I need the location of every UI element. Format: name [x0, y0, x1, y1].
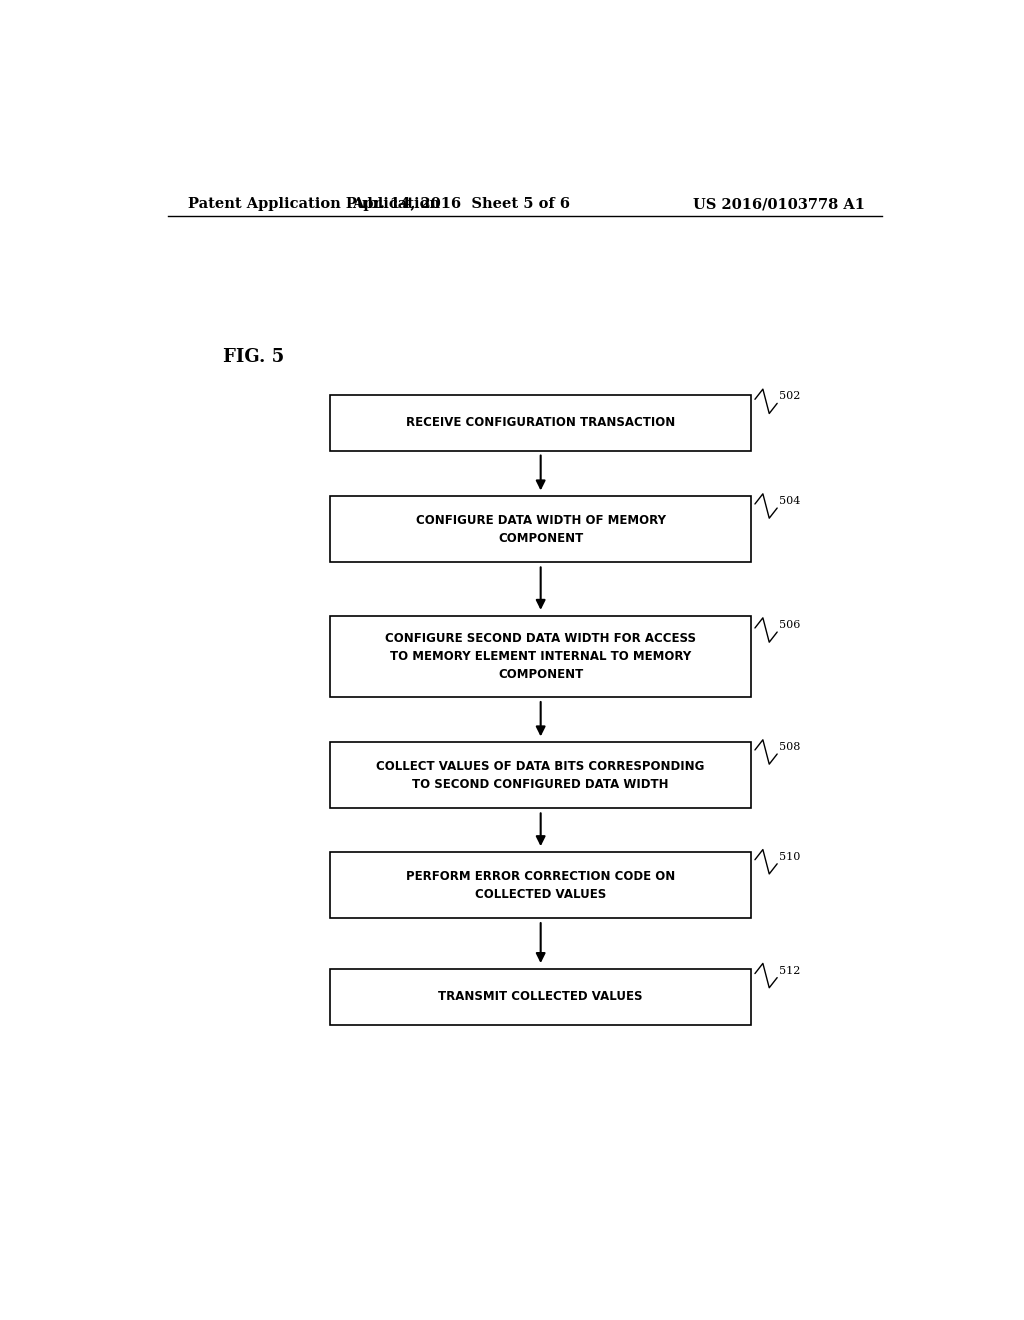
Text: FIG. 5: FIG. 5: [223, 347, 285, 366]
Text: Patent Application Publication: Patent Application Publication: [187, 197, 439, 211]
FancyBboxPatch shape: [331, 969, 751, 1024]
FancyBboxPatch shape: [331, 742, 751, 808]
Text: CONFIGURE DATA WIDTH OF MEMORY
COMPONENT: CONFIGURE DATA WIDTH OF MEMORY COMPONENT: [416, 513, 666, 545]
FancyBboxPatch shape: [331, 496, 751, 562]
Text: 508: 508: [779, 742, 800, 752]
Text: 510: 510: [779, 851, 800, 862]
FancyBboxPatch shape: [331, 395, 751, 450]
Text: CONFIGURE SECOND DATA WIDTH FOR ACCESS
TO MEMORY ELEMENT INTERNAL TO MEMORY
COMP: CONFIGURE SECOND DATA WIDTH FOR ACCESS T…: [385, 632, 696, 681]
Text: TRANSMIT COLLECTED VALUES: TRANSMIT COLLECTED VALUES: [438, 990, 643, 1003]
Text: PERFORM ERROR CORRECTION CODE ON
COLLECTED VALUES: PERFORM ERROR CORRECTION CODE ON COLLECT…: [407, 870, 675, 900]
Text: US 2016/0103778 A1: US 2016/0103778 A1: [693, 197, 864, 211]
Text: Apr. 14, 2016  Sheet 5 of 6: Apr. 14, 2016 Sheet 5 of 6: [352, 197, 570, 211]
Text: RECEIVE CONFIGURATION TRANSACTION: RECEIVE CONFIGURATION TRANSACTION: [407, 416, 675, 429]
Text: COLLECT VALUES OF DATA BITS CORRESPONDING
TO SECOND CONFIGURED DATA WIDTH: COLLECT VALUES OF DATA BITS CORRESPONDIN…: [377, 760, 705, 791]
FancyBboxPatch shape: [331, 615, 751, 697]
Text: 512: 512: [779, 965, 800, 975]
Text: 506: 506: [779, 620, 800, 630]
Text: 504: 504: [779, 496, 800, 506]
Text: 502: 502: [779, 391, 800, 401]
FancyBboxPatch shape: [331, 853, 751, 919]
